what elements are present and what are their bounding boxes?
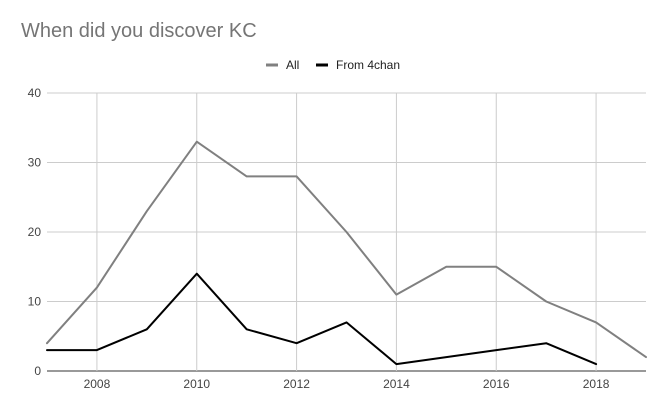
y-tick-label: 20 — [28, 225, 42, 239]
y-tick-label: 0 — [34, 364, 41, 378]
series-lines — [46, 140, 647, 366]
chart-title: When did you discover KC — [21, 20, 257, 42]
y-tick-label: 40 — [28, 86, 42, 100]
y-tick-label: 30 — [28, 156, 42, 170]
x-tick-label: 2008 — [84, 377, 111, 391]
series-line — [46, 140, 647, 359]
x-tick-label: 2018 — [583, 377, 610, 391]
y-tick-label: 10 — [28, 295, 42, 309]
x-tick-label: 2010 — [183, 377, 210, 391]
series-line — [46, 272, 598, 366]
x-tick-label: 2016 — [483, 377, 510, 391]
legend-label: From 4chan — [336, 58, 400, 72]
legend-label: All — [286, 58, 299, 72]
x-tick-label: 2012 — [283, 377, 310, 391]
gridlines — [47, 92, 646, 372]
x-axis-ticks: 2008 2010 2012 2014 2016 2018 — [84, 377, 610, 391]
legend: All From 4chan — [266, 58, 400, 72]
x-tick-label: 2014 — [383, 377, 410, 391]
y-axis-ticks: 0 10 20 30 40 — [28, 86, 42, 378]
